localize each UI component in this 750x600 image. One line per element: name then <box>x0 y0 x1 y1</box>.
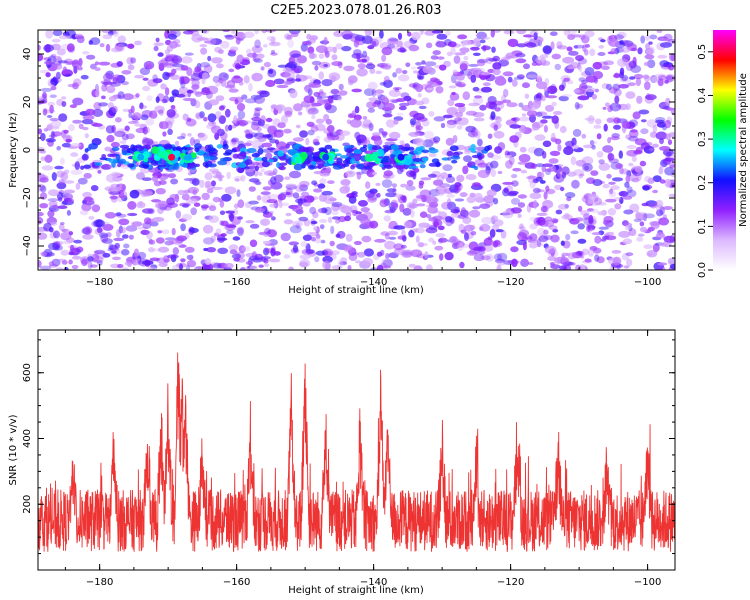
y-tick-label: 200 <box>22 495 33 514</box>
y-tick-label: −20 <box>22 187 33 208</box>
snr-panel: −180 −160 −140 −120 −100 200 400 600 Height of … <box>8 329 676 596</box>
spectrogram-ylabel: Frequency (Hz) <box>8 112 19 188</box>
x-tick-label: −100 <box>634 277 661 288</box>
colorbar-tick-label: 0.4 <box>697 88 708 104</box>
colorbar-tick-label: 0.5 <box>697 44 708 60</box>
spectrogram-panel: −180 −160 −140 −120 −100 −40 −20 0 20 40 Height o… <box>8 29 676 296</box>
x-tick-label: −180 <box>86 577 113 588</box>
spectrogram-image <box>38 30 675 270</box>
x-tick-label: −180 <box>86 277 113 288</box>
colorbar-tick-label: 0.3 <box>697 131 708 147</box>
x-tick-label: −160 <box>223 277 250 288</box>
snr-ylabel: SNR (10 * v/v) <box>8 414 19 485</box>
colorbar-tick-label: 0.1 <box>697 218 708 234</box>
x-tick-label: −120 <box>497 277 524 288</box>
snr-axes: −180 −160 −140 −120 −100 200 400 600 <box>22 330 675 588</box>
spectrogram-hotspot <box>168 153 176 161</box>
spectrogram-hotspot <box>137 153 145 161</box>
spectrogram-xlabel: Height of straight line (km) <box>288 285 424 296</box>
x-tick-label: −140 <box>360 277 387 288</box>
spectrogram-hotspot <box>294 156 302 164</box>
colorbar-axis: 0.0 0.1 0.2 0.3 0.4 0.5 <box>697 44 713 278</box>
spectrogram-axes: −180 −160 −140 −120 −100 −40 −20 0 20 40 <box>22 29 675 288</box>
spectrogram-hotspot <box>397 153 405 161</box>
y-tick-label: 400 <box>22 429 33 448</box>
y-tick-label: 40 <box>22 48 33 61</box>
y-tick-label: 600 <box>22 363 33 382</box>
x-tick-label: −140 <box>360 577 387 588</box>
spectrogram-hotspot <box>370 153 378 161</box>
snr-frame <box>37 329 676 571</box>
y-tick-label: 0 <box>22 147 33 153</box>
colorbar-tick-label: 0.2 <box>697 175 708 191</box>
snr-xlabel: Height of straight line (km) <box>288 585 424 596</box>
snr-series-line <box>38 352 675 552</box>
x-tick-label: −160 <box>223 577 250 588</box>
spectrogram-hotspot <box>322 153 330 161</box>
x-tick-label: −120 <box>497 577 524 588</box>
colorbar-gradient <box>713 30 736 270</box>
snr-trace <box>38 352 675 552</box>
y-tick-label: −40 <box>22 235 33 256</box>
x-tick-label: −100 <box>634 577 661 588</box>
colorbar-tick-label: 0.0 <box>697 262 708 278</box>
y-tick-label: 20 <box>22 96 33 109</box>
colorbar-label: Normalized spectral amplitude <box>738 73 749 227</box>
chart-title: C2E5.2023.078.01.26.R03 <box>270 3 441 18</box>
spectrogram-hotspot <box>185 153 193 161</box>
colorbar: 0.0 0.1 0.2 0.3 0.4 0.5 Normalized spectral a… <box>697 30 749 278</box>
